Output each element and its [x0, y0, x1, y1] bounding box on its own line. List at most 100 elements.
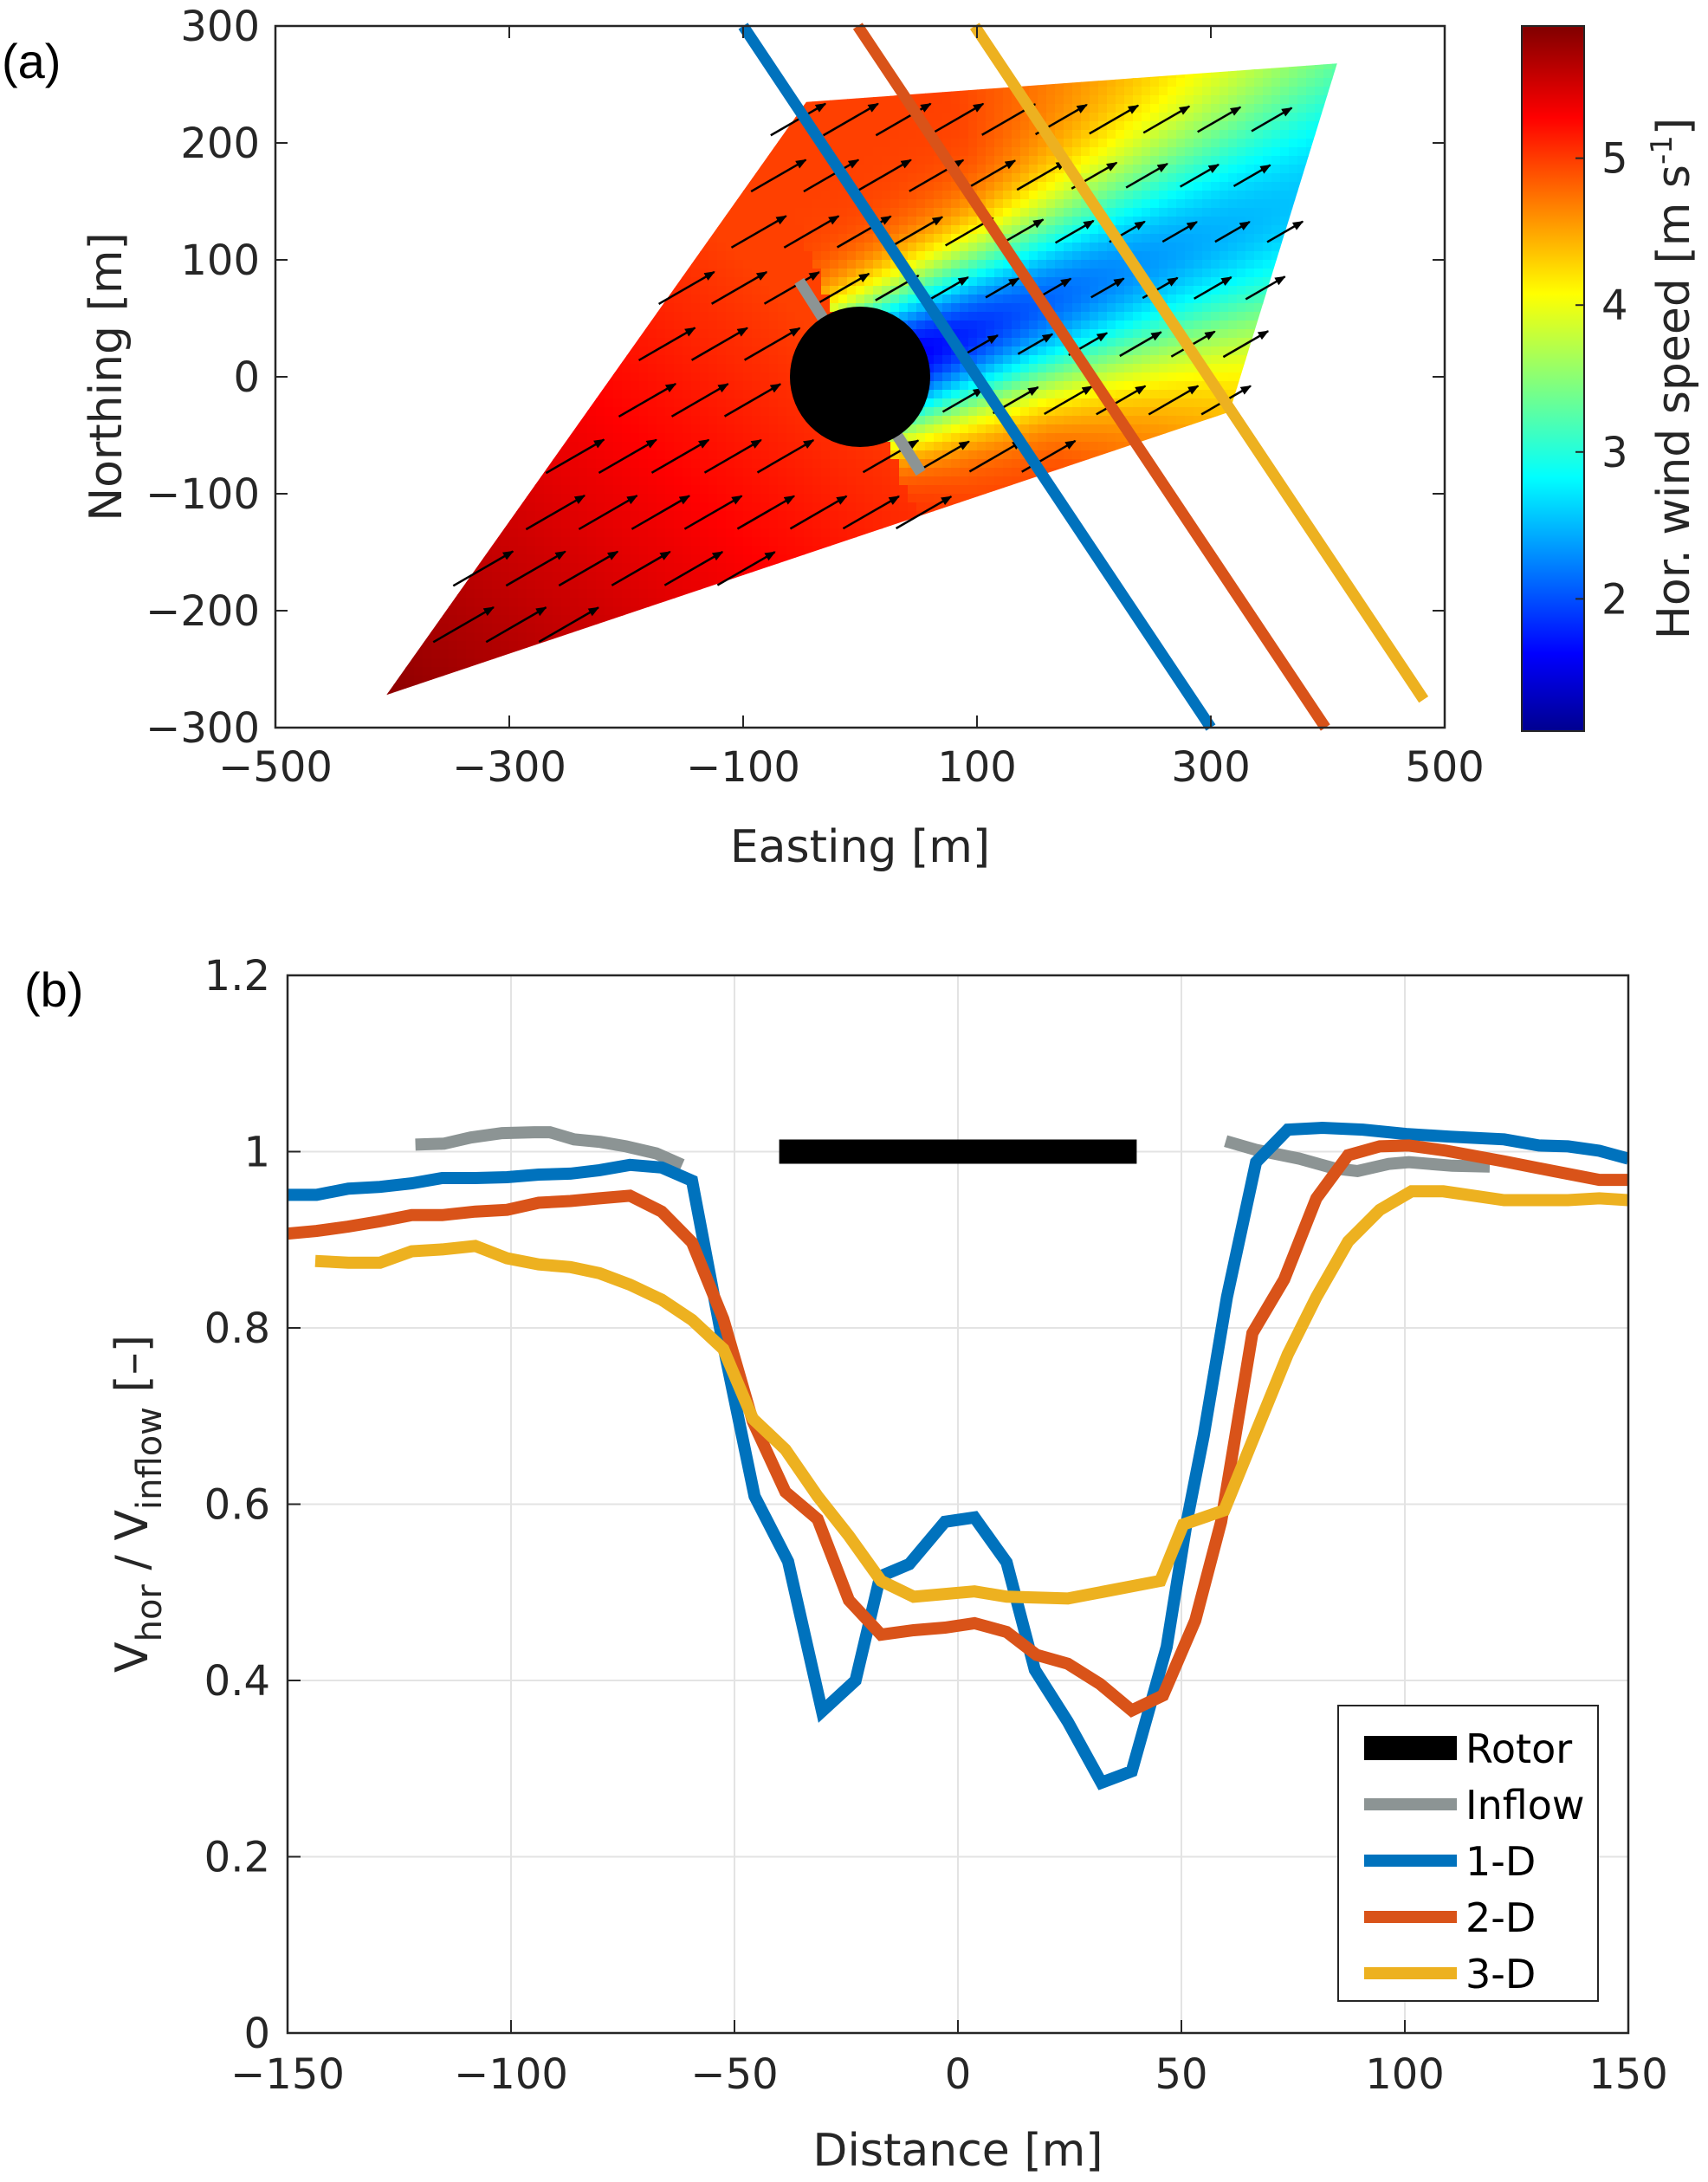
wind-vector-arrow	[743, 327, 801, 361]
wind-vector-arrow	[1194, 275, 1232, 300]
wind-vector-arrow	[650, 438, 710, 474]
wind-vector-arrow	[875, 102, 932, 137]
colorbar-label: Hor. wind speed [m s-1]	[1645, 118, 1700, 639]
x-tick-label: 500	[1405, 743, 1485, 792]
colorbar-label-exp: -1	[1645, 135, 1679, 165]
wind-vector-arrow	[1119, 331, 1162, 358]
wind-vector-arrow	[670, 383, 729, 418]
rotor-disk	[790, 307, 930, 447]
colorbar-tick-label: 5	[1601, 135, 1628, 184]
wind-vector-arrow	[683, 495, 743, 530]
wind-vector-arrow	[1089, 104, 1140, 135]
wind-vector-arrow	[856, 159, 912, 193]
wind-vector-arrow	[967, 334, 1000, 354]
legend: Rotor Inflow 1-D 2-D 3-D	[1337, 1705, 1599, 2002]
wind-vector-arrow	[818, 272, 870, 303]
wind-vector-arrow	[985, 277, 1020, 299]
y-tick-label: 100	[180, 236, 260, 285]
wind-vector-arrow	[770, 102, 827, 137]
panel-a-xlabel: Easting [m]	[730, 821, 990, 873]
x-tick-label: 100	[937, 743, 1017, 792]
wind-vector-arrow	[611, 550, 671, 586]
ylabel-v: V	[107, 1641, 159, 1673]
wind-vector-arrow	[1148, 385, 1200, 416]
wind-vector-arrow	[598, 438, 657, 475]
wind-vector-arrow	[1245, 275, 1286, 301]
panel-b: (b) −150 −100 −50 0 50 100 150 0 0.2 0.4 0.6 0.8 1 1.…	[24, 952, 1668, 2177]
panel-b-label: (b)	[24, 962, 83, 1017]
wind-vector-arrow	[961, 159, 1017, 192]
legend-label-1-d: 1-D	[1465, 1838, 1536, 1885]
colorbar-tick-label: 4	[1601, 282, 1628, 330]
wind-vector-arrow	[631, 495, 691, 530]
wind-vector-arrow	[723, 383, 782, 418]
wind-vector-arrow	[558, 550, 619, 587]
wind-vector-arrow	[730, 215, 787, 249]
x-tick-label: 300	[1171, 743, 1251, 792]
wind-vector-arrow	[711, 270, 768, 305]
y-tick-label: −100	[146, 470, 260, 519]
wind-vector-arrow	[663, 551, 724, 586]
ylabel-sub-hor: hor	[130, 1584, 170, 1642]
wind-vector-arrow	[703, 438, 762, 474]
wind-vector-arrow	[930, 275, 969, 300]
panel-a-ticks: −500 −300 −100 100 300 500−300−200−1000100200…	[146, 3, 1485, 792]
y-tick-label: 300	[180, 3, 260, 51]
series-2-d-line	[288, 1139, 1628, 1718]
wind-vector-arrow	[1044, 385, 1094, 416]
wind-vector-arrow	[1222, 330, 1270, 359]
wind-vector-arrow	[618, 382, 677, 418]
wind-vector-arrow	[1096, 385, 1147, 416]
transect-3-d	[969, 23, 1429, 703]
y-tick-label: −200	[146, 587, 260, 636]
wind-vector-arrow	[1016, 160, 1067, 191]
legend-label-3-d: 3-D	[1465, 1951, 1536, 1997]
wind-vector-arrow	[1125, 162, 1168, 189]
wind-vector-arrow	[941, 387, 985, 413]
wind-vector-arrow	[1090, 277, 1125, 299]
wind-vector-arrow	[452, 550, 514, 587]
wind-vector-arrow	[658, 270, 715, 305]
panel-a-overlays	[738, 23, 1429, 731]
wind-vector-arrow	[1214, 220, 1251, 243]
x-tick-label: −100	[686, 743, 800, 792]
wind-vector-arrow	[1266, 220, 1304, 243]
wind-vector-arrow	[822, 102, 879, 137]
ylabel-slash-v: / V	[107, 1510, 159, 1585]
wind-vector-arrow	[928, 102, 985, 137]
wind-vectors	[432, 102, 1304, 644]
wind-vector-arrow	[485, 606, 547, 644]
wind-vector-arrow	[895, 495, 953, 530]
wind-vector-arrow	[1038, 277, 1072, 299]
panel-b-series	[288, 1121, 1628, 1790]
x-tick-label: 0	[945, 2050, 972, 2099]
wind-vector-arrow	[1142, 105, 1191, 134]
panel-b-xlabel: Distance [m]	[812, 2125, 1103, 2177]
x-tick-label: −100	[454, 2050, 568, 2099]
wind-vector-arrow	[916, 440, 970, 473]
wind-vector-arrow	[1232, 164, 1271, 188]
wind-vector-arrow	[803, 159, 860, 193]
wind-vector-arrow	[637, 327, 696, 361]
wind-vector-arrow	[789, 495, 848, 530]
transect-2-d	[852, 23, 1330, 731]
panel-b-ylabel: Vhor / Vinflow [–]	[107, 1335, 170, 1673]
y-tick-label: 0.4	[204, 1657, 270, 1706]
y-tick-label: −300	[146, 704, 260, 753]
wind-vector-arrow	[505, 550, 566, 587]
y-tick-label: 1.2	[204, 952, 270, 1000]
y-tick-label: 0	[233, 353, 260, 402]
wind-vector-arrow	[538, 606, 599, 644]
legend-label-2-d: 2-D	[1465, 1894, 1536, 1941]
wind-vector-arrow	[736, 495, 796, 530]
wind-vector-arrow	[525, 494, 586, 531]
wind-vector-arrow	[1017, 333, 1054, 355]
panel-a: (a) −500 −300 −100 100 300 500−300−200−100010…	[2, 3, 1700, 873]
panel-a-ylabel: Northing [m]	[81, 232, 133, 521]
y-tick-label: 1	[243, 1129, 270, 1177]
colorbar-tick-label: 2	[1601, 575, 1628, 624]
y-tick-label: 0	[243, 2010, 270, 2058]
series-1-d-line	[288, 1121, 1628, 1790]
panel-a-label: (a)	[2, 34, 61, 88]
